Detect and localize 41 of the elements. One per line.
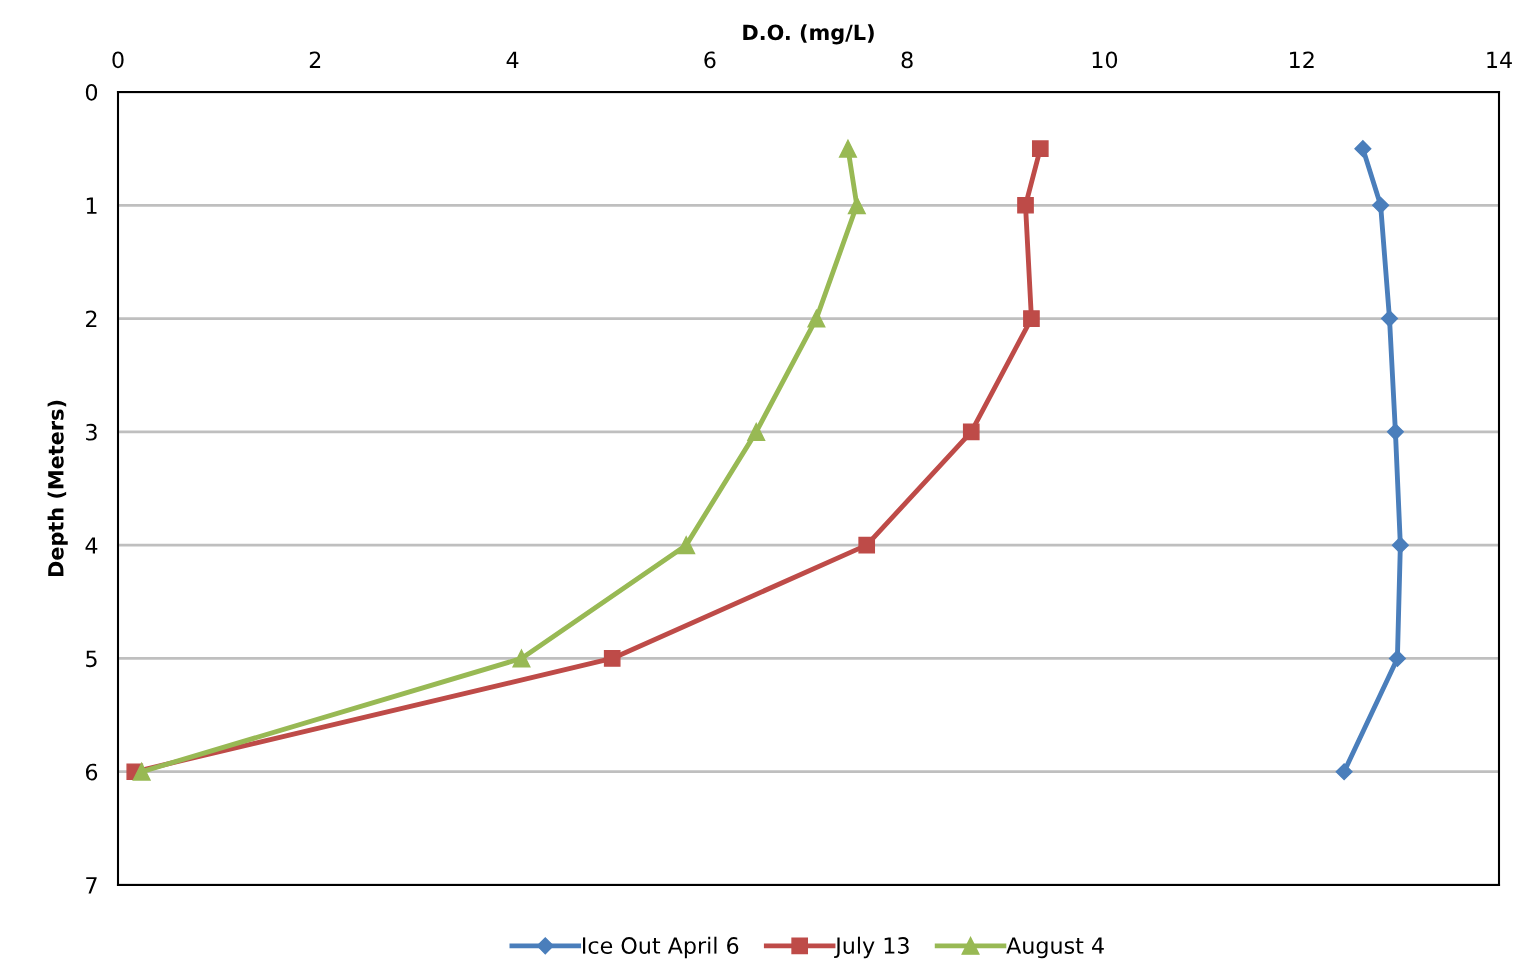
y-tick-label: 1 bbox=[86, 197, 97, 214]
x-tick-label: 14 bbox=[1487, 51, 1512, 68]
y-tick-label: 2 bbox=[86, 310, 97, 328]
point bbox=[1372, 196, 1390, 214]
y-axis-title: Depth (Meters) bbox=[47, 400, 68, 577]
x-axis-title: D.O. (mg/L) bbox=[743, 24, 874, 45]
point bbox=[603, 650, 621, 667]
point bbox=[1335, 763, 1353, 781]
point bbox=[512, 649, 531, 668]
point bbox=[1031, 140, 1049, 157]
point bbox=[962, 423, 980, 441]
point bbox=[132, 762, 151, 781]
point bbox=[807, 309, 826, 328]
point bbox=[1386, 423, 1404, 441]
point bbox=[838, 139, 857, 158]
x-tick-label: 8 bbox=[901, 51, 913, 69]
x-tick-label: 10 bbox=[1092, 51, 1118, 69]
point bbox=[747, 422, 766, 441]
point bbox=[1017, 196, 1034, 214]
point bbox=[1354, 140, 1372, 158]
point bbox=[847, 196, 866, 215]
legend-label: August 4 bbox=[1006, 937, 1104, 959]
point bbox=[1023, 310, 1040, 327]
y-tick-label: 4 bbox=[85, 537, 98, 554]
point bbox=[1380, 310, 1399, 328]
x-tick-label: 0 bbox=[112, 51, 124, 69]
point bbox=[1388, 649, 1406, 667]
y-tick-label: 3 bbox=[86, 423, 97, 441]
point bbox=[1391, 536, 1409, 554]
x-tick-label: 12 bbox=[1290, 51, 1314, 68]
legend-label: July 13 bbox=[834, 936, 909, 959]
x-tick-label: 6 bbox=[704, 51, 716, 69]
point bbox=[677, 536, 696, 555]
y-tick-label: 5 bbox=[86, 650, 97, 668]
x-tick-label: 2 bbox=[309, 51, 321, 68]
y-tick-label: 7 bbox=[86, 877, 97, 894]
x-tick-label: 4 bbox=[506, 51, 519, 68]
y-tick-label: 6 bbox=[85, 763, 98, 781]
legend-label: Ice Out April 6 bbox=[583, 936, 739, 959]
y-tick-label: 0 bbox=[85, 83, 98, 101]
point bbox=[858, 536, 876, 554]
